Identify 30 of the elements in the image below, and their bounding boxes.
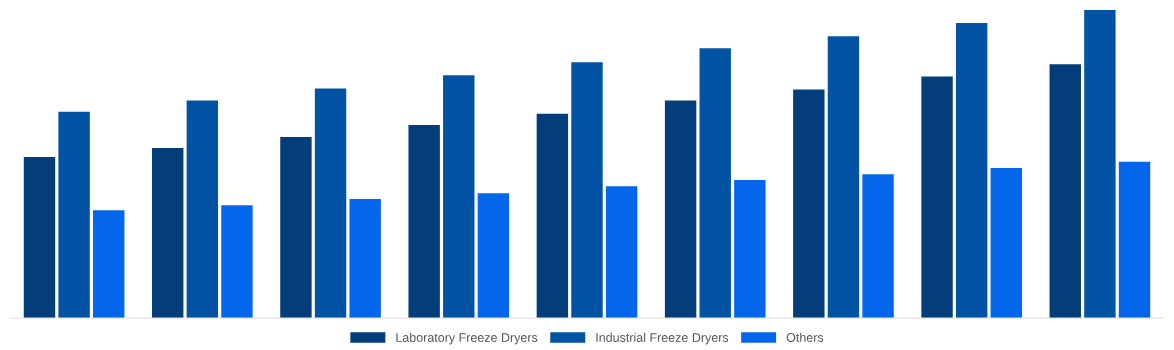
- bar: [793, 89, 825, 318]
- bar: [152, 147, 184, 318]
- bar: [571, 62, 603, 318]
- bar: [827, 36, 860, 318]
- legend-label: Industrial Freeze Dryers: [596, 332, 729, 345]
- bar: [408, 124, 440, 318]
- bar: [862, 174, 894, 318]
- bar: [58, 111, 90, 318]
- bar: [349, 199, 381, 318]
- bar: [1118, 161, 1151, 318]
- bar: [443, 75, 475, 318]
- bar: [314, 88, 347, 318]
- bar: [1049, 64, 1081, 318]
- bar: [280, 136, 312, 318]
- bar: [221, 205, 253, 318]
- bar: [734, 180, 766, 318]
- bar: [1084, 10, 1116, 318]
- bar: [955, 22, 988, 318]
- bar: [921, 76, 953, 318]
- legend-label: Laboratory Freeze Dryers: [396, 332, 538, 345]
- bar: [605, 186, 638, 318]
- bar: [23, 156, 56, 318]
- bar: [477, 193, 510, 318]
- bar: [699, 48, 731, 318]
- bar: [664, 100, 697, 318]
- bar: [536, 113, 569, 318]
- bar: [186, 100, 219, 318]
- legend-label: Others: [786, 332, 824, 342]
- bar: [93, 210, 125, 318]
- bar: [990, 168, 1022, 318]
